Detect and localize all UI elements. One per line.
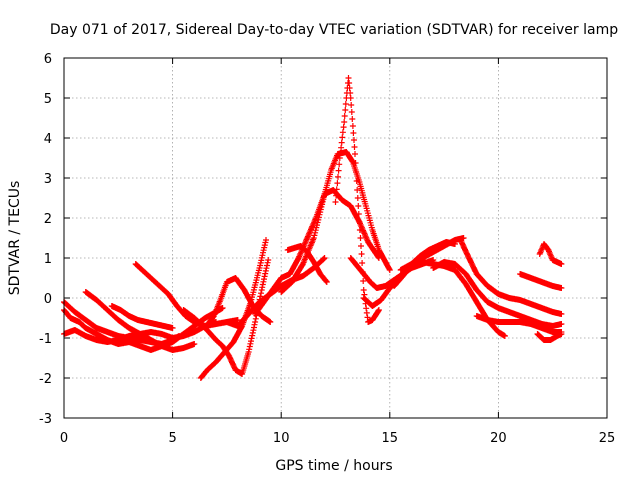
x-tick-label: 10 [273, 431, 290, 446]
y-tick-label: 2 [44, 212, 52, 227]
x-tick-label: 20 [490, 431, 507, 446]
data-point-markers [397, 259, 508, 339]
y-tick-label: -2 [39, 372, 52, 387]
data-point-markers [458, 239, 565, 317]
series-arc-4 [82, 289, 198, 353]
series-arc-13 [284, 243, 330, 285]
y-axis-label: SDTVAR / TECUs [7, 181, 23, 296]
data-point-markers [536, 241, 565, 267]
series-arc-22 [517, 271, 565, 291]
y-tick-label: 0 [44, 292, 52, 307]
series-arc-23 [536, 241, 565, 267]
x-tick-label: 5 [168, 431, 176, 446]
series-arc-19 [430, 259, 565, 329]
y-tick-label: 1 [44, 252, 52, 267]
series-arc-20 [458, 239, 565, 317]
data-point-markers [223, 255, 328, 329]
x-tick-label: 0 [60, 431, 68, 446]
data-point-markers [278, 149, 393, 295]
y-tick-label: 3 [44, 172, 52, 187]
axis-ticks: 0 5 10 15 20 25 -3 -2 -1 0 1 2 3 4 5 6 [39, 52, 615, 446]
data-point-markers [473, 313, 565, 335]
data-points [61, 75, 565, 381]
series-arc-12 [278, 149, 393, 295]
chart-title: Day 071 of 2017, Sidereal Day-to-day VTE… [50, 22, 618, 38]
data-point-markers [517, 271, 565, 291]
data-point-markers [284, 243, 330, 285]
series-arc-5 [108, 303, 176, 331]
y-tick-label: 5 [44, 92, 52, 107]
grid-lines [64, 58, 607, 418]
y-tick-label: 4 [44, 132, 52, 147]
data-point-markers [430, 259, 565, 329]
data-point-markers [108, 303, 176, 331]
series-arc-10 [223, 255, 328, 329]
data-point-markers [332, 75, 382, 325]
series-arc-24 [534, 331, 565, 343]
x-axis-label: GPS time / hours [275, 458, 392, 474]
y-tick-label: -3 [39, 412, 52, 427]
plot-frame [63, 57, 608, 419]
series-arc-14 [332, 75, 382, 325]
y-tick-label: 6 [44, 52, 52, 67]
data-point-markers [82, 289, 198, 353]
x-tick-label: 15 [382, 431, 399, 446]
x-tick-label: 25 [599, 431, 616, 446]
data-point-markers [534, 331, 565, 343]
series-arc-18 [397, 259, 508, 339]
series-arc-21 [473, 313, 565, 335]
y-tick-label: -1 [39, 332, 52, 347]
